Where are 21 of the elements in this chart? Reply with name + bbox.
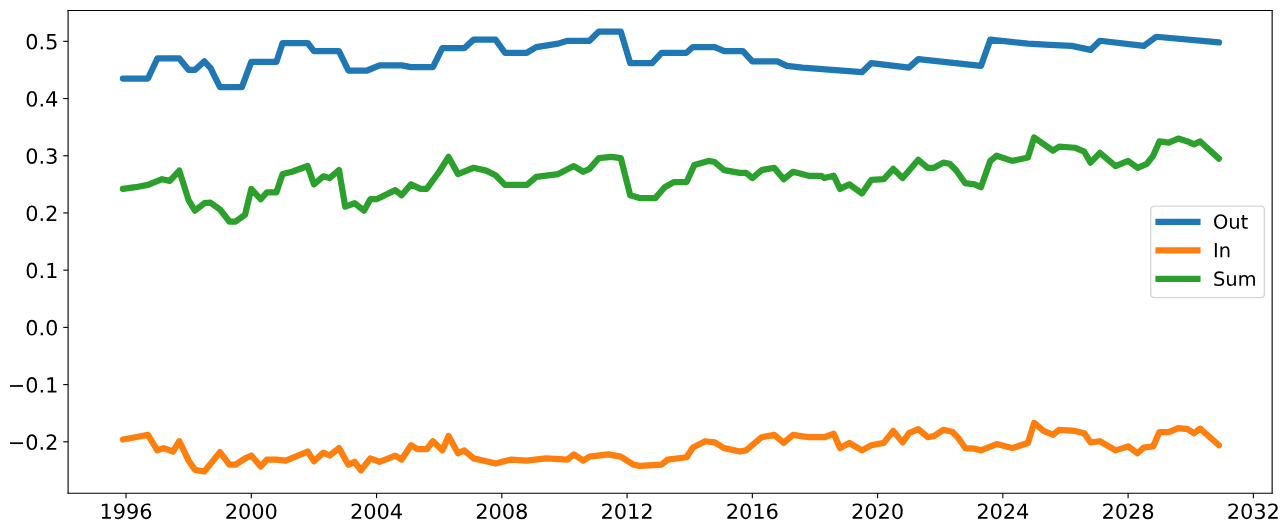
y-tick-label: −0.1 xyxy=(10,377,57,393)
y-tick-label: 0.5 xyxy=(26,33,57,50)
legend-label: In xyxy=(1214,243,1230,258)
y-tick-label: 0.4 xyxy=(26,91,58,107)
x-tick-label: 2032 xyxy=(1228,503,1278,520)
y-tick-label: 0.1 xyxy=(26,262,57,279)
y-tick-label: 0.0 xyxy=(26,319,57,336)
x-tick-label: 2024 xyxy=(977,503,1029,520)
x-tick-label: 2008 xyxy=(476,503,527,520)
y-tick-label: 0.2 xyxy=(26,205,57,222)
x-tick-label: 2028 xyxy=(1103,503,1154,520)
x-tick-label: 1996 xyxy=(101,503,152,520)
x-tick-label: 2020 xyxy=(852,503,903,520)
y-tick-label: −0.2 xyxy=(10,434,57,451)
legend-label: Sum xyxy=(1214,271,1255,287)
x-tick-label: 2012 xyxy=(602,503,652,520)
y-tick-label: 0.3 xyxy=(26,148,57,164)
legend-label: Out xyxy=(1214,214,1248,229)
x-tick-label: 2016 xyxy=(727,503,778,520)
x-tick-label: 2000 xyxy=(226,503,277,520)
x-tick-label: 2004 xyxy=(351,503,402,520)
